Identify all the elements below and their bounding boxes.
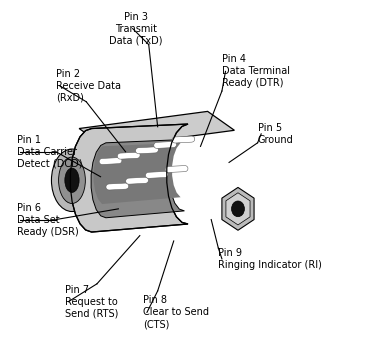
Text: Pin 6
Data Set
Ready (DSR): Pin 6 Data Set Ready (DSR) bbox=[17, 202, 78, 237]
Polygon shape bbox=[146, 171, 168, 178]
Polygon shape bbox=[126, 177, 149, 184]
Polygon shape bbox=[226, 193, 250, 225]
Ellipse shape bbox=[65, 168, 79, 192]
Polygon shape bbox=[91, 140, 185, 218]
Polygon shape bbox=[117, 152, 140, 159]
Polygon shape bbox=[222, 187, 254, 230]
Text: Pin 7
Request to
Send (RTS): Pin 7 Request to Send (RTS) bbox=[65, 285, 118, 319]
Ellipse shape bbox=[52, 149, 92, 211]
Polygon shape bbox=[172, 136, 195, 143]
Polygon shape bbox=[79, 111, 234, 147]
Polygon shape bbox=[165, 166, 188, 172]
Text: Pin 5
Ground: Pin 5 Ground bbox=[258, 123, 293, 145]
Polygon shape bbox=[94, 143, 180, 204]
Text: Pin 9
Ringing Indicator (RI): Pin 9 Ringing Indicator (RI) bbox=[218, 248, 322, 270]
Polygon shape bbox=[154, 141, 176, 149]
Polygon shape bbox=[99, 157, 122, 165]
Text: Pin 8
Clear to Send
(CTS): Pin 8 Clear to Send (CTS) bbox=[143, 295, 209, 330]
Text: Pin 2
Receive Data
(RxD): Pin 2 Receive Data (RxD) bbox=[56, 69, 121, 103]
Polygon shape bbox=[70, 124, 188, 232]
Polygon shape bbox=[136, 147, 158, 154]
Ellipse shape bbox=[232, 201, 244, 217]
Polygon shape bbox=[106, 183, 129, 190]
Text: Pin 3
Transmit
Data (TxD): Pin 3 Transmit Data (TxD) bbox=[109, 11, 163, 46]
Text: Pin 4
Data Terminal
Ready (DTR): Pin 4 Data Terminal Ready (DTR) bbox=[222, 54, 290, 89]
Ellipse shape bbox=[59, 157, 85, 203]
Text: Pin 1
Data Carrier
Detect (DCD): Pin 1 Data Carrier Detect (DCD) bbox=[17, 135, 82, 169]
